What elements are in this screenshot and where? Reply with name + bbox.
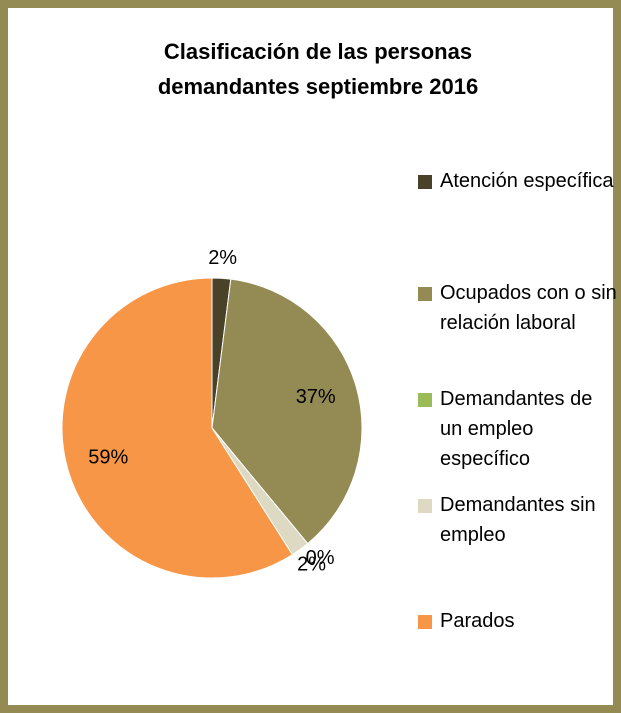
- legend-swatch: [418, 175, 432, 189]
- legend-swatch: [418, 287, 432, 301]
- legend-label: Demandantes de un empleo específico: [440, 388, 593, 470]
- legend-label: Parados: [440, 610, 515, 632]
- legend-label: Demandantes sin empleo: [440, 494, 596, 546]
- legend-swatch: [418, 615, 432, 629]
- chart-title: Clasificación de las personas demandante…: [157, 39, 479, 99]
- legend-label: Ocupados con o sin relación laboral: [440, 282, 617, 334]
- data-label: 59%: [88, 446, 128, 468]
- data-label: 2%: [208, 247, 237, 269]
- data-label: 0%: [306, 547, 335, 569]
- pie-slice: [211, 278, 363, 545]
- data-label: 37%: [296, 386, 336, 408]
- data-label: 2%: [297, 553, 326, 575]
- legend-label: Atención específica: [440, 170, 614, 192]
- pie-slice: [61, 277, 294, 579]
- legend-swatch: [418, 499, 432, 513]
- legend-swatch: [418, 393, 432, 407]
